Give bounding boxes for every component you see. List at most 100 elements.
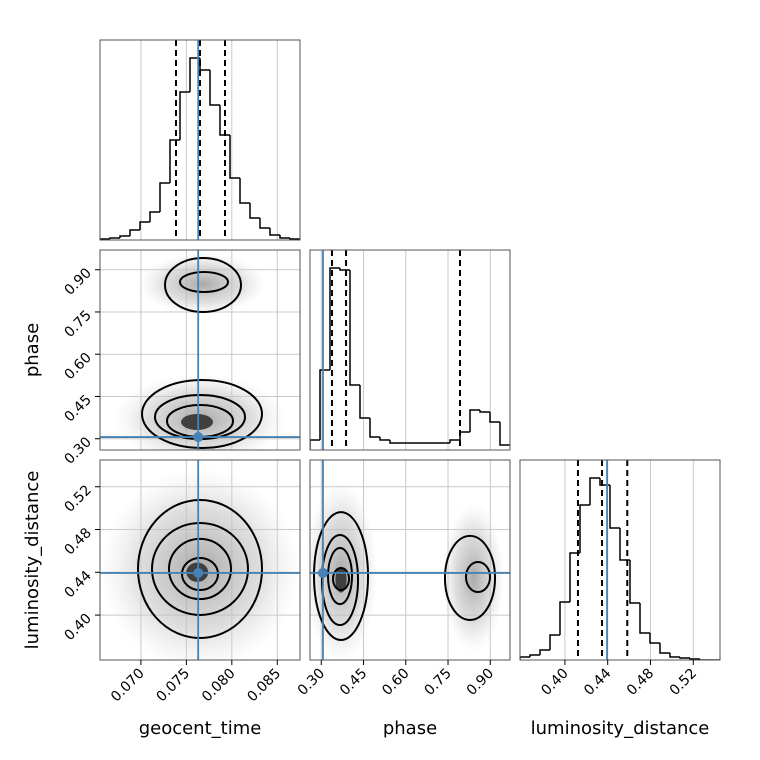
hist-step: [329, 267, 340, 370]
contour: [181, 556, 219, 592]
x-tick-label: 0.90: [464, 666, 497, 699]
hist-step: [159, 182, 170, 212]
x-tick-label: 0.60: [379, 666, 412, 699]
x-tick-label: 0.48: [624, 666, 657, 699]
y-tick-label: 0.60: [61, 350, 94, 383]
contour: [321, 533, 359, 627]
hist-step: [219, 105, 230, 136]
panel-frame: [519, 459, 721, 661]
hist-step: [520, 656, 530, 660]
contour: [443, 534, 497, 621]
x-tick-label: 0.45: [337, 666, 370, 699]
contour: [141, 379, 263, 449]
panel-frame: [309, 249, 511, 451]
hist-step: [619, 528, 630, 561]
hist-step: [499, 422, 510, 446]
hist-step: [639, 603, 650, 634]
hist-step: [689, 658, 700, 660]
panel-frame: [309, 459, 511, 661]
hist-step: [319, 369, 330, 440]
contour: [327, 547, 353, 606]
x-tick-label: 0.075: [154, 666, 194, 706]
x-axis-label: luminosity_distance: [531, 718, 710, 739]
panel: [100, 460, 300, 660]
x-tick-label: 0.070: [108, 666, 148, 706]
x-tick-label: 0.75: [422, 666, 455, 699]
hist-step: [609, 485, 620, 529]
panel: [310, 460, 510, 660]
hist-step: [589, 477, 600, 505]
hist-step: [569, 552, 580, 602]
hist-step: [349, 270, 360, 386]
panel-frame: [99, 39, 301, 241]
truth-point: [193, 567, 204, 578]
hist-step: [239, 178, 250, 204]
x-tick-label: 0.44: [581, 665, 614, 698]
y-axis-label: luminosity_distance: [22, 471, 43, 650]
panel: [520, 460, 720, 660]
hist-step: [229, 135, 240, 179]
hist-step: [199, 58, 210, 71]
hist-step: [310, 439, 320, 450]
hist-step: [469, 409, 480, 432]
x-tick-label: 0.085: [244, 666, 284, 706]
hist-step: [249, 203, 260, 219]
contour: [332, 567, 351, 592]
x-tick-label: 0.080: [199, 666, 239, 706]
hist-step: [359, 385, 370, 419]
hist-step: [209, 70, 220, 106]
hist-step: [139, 221, 150, 230]
contour: [164, 256, 242, 313]
x-tick-label: 0.30: [295, 666, 328, 699]
hist-step: [100, 238, 110, 240]
hist-step: [579, 504, 590, 553]
contour: [465, 561, 491, 593]
x-tick-label: 0.40: [538, 666, 571, 699]
y-tick-label: 0.30: [61, 434, 94, 467]
truth-point: [317, 567, 328, 578]
hist-step: [659, 643, 670, 654]
hist-step: [489, 412, 500, 423]
panel-frame: [99, 459, 301, 661]
hist-step: [649, 633, 660, 644]
hist-step: [389, 440, 400, 444]
hist-step: [379, 437, 390, 441]
hist-step: [459, 431, 470, 440]
truth-point: [193, 432, 204, 443]
y-axis-label: phase: [22, 323, 43, 377]
core: [181, 414, 213, 430]
x-axis-label: phase: [383, 718, 437, 739]
hist-step: [549, 634, 560, 650]
hist-step: [189, 57, 200, 92]
hist-step: [679, 657, 690, 659]
y-tick-label: 0.52: [61, 482, 94, 515]
hist-step: [479, 410, 490, 413]
y-tick-label: 0.45: [61, 392, 94, 425]
hist-step: [629, 560, 640, 604]
contour: [168, 537, 232, 601]
panel: [100, 250, 300, 450]
cloud: [139, 252, 267, 315]
y-tick-label: 0.75: [61, 307, 94, 340]
hist-step: [259, 218, 270, 229]
y-tick-label: 0.40: [61, 611, 94, 644]
panel: [310, 250, 510, 450]
hist-step: [109, 237, 120, 239]
hist-step: [449, 439, 460, 443]
panel: [100, 40, 300, 240]
hist-step: [369, 418, 380, 438]
hist-step: [539, 649, 550, 655]
hist-step: [129, 229, 140, 236]
hist-step: [699, 659, 710, 660]
hist-step: [289, 238, 300, 240]
hist-step: [279, 235, 290, 239]
hist-step: [269, 228, 280, 236]
panel-frame: [99, 249, 301, 451]
y-tick-label: 0.44: [61, 568, 94, 601]
x-tick-label: 0.52: [667, 666, 700, 699]
hist-step: [339, 268, 350, 271]
x-axis-label: geocent_time: [139, 718, 262, 739]
hist-step: [119, 235, 130, 238]
cloud: [113, 373, 287, 450]
